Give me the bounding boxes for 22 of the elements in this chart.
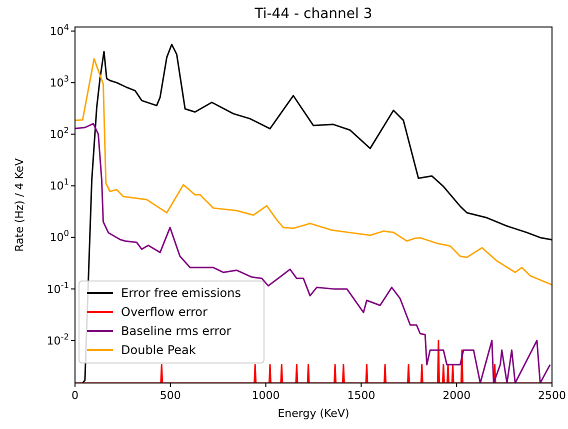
x-tick-label: 1500 bbox=[347, 389, 376, 402]
x-tick-label: 2000 bbox=[442, 389, 471, 402]
x-tick-label: 2500 bbox=[538, 389, 566, 402]
line-series bbox=[75, 58, 552, 286]
y-tick-label: 10$^{2}$ bbox=[50, 125, 69, 142]
y-tick-label: 10$^{3}$ bbox=[50, 74, 69, 90]
legend-label: Overflow error bbox=[121, 305, 208, 320]
x-tick-label: 0 bbox=[72, 389, 78, 402]
chart-title: Ti-44 - channel 3 bbox=[254, 6, 372, 22]
line-series bbox=[75, 122, 551, 383]
y-tick-label: 10$^{1}$ bbox=[50, 176, 69, 193]
legend-label: Double Peak bbox=[121, 343, 196, 358]
y-tick-label: 10$^{0}$ bbox=[50, 228, 69, 244]
y-axis-title: Rate (Hz) / 4 KeV bbox=[13, 158, 26, 252]
legend-label: Baseline rms error bbox=[121, 324, 232, 338]
legend-label: Error free emissions bbox=[121, 286, 241, 300]
y-tick-label: 10$^{4}$ bbox=[50, 22, 69, 38]
y-tick-label: 10$^{-2}$ bbox=[46, 331, 69, 348]
x-tick-label: 1000 bbox=[252, 389, 280, 402]
y-tick-label: 10$^{-1}$ bbox=[46, 280, 69, 296]
x-tick-label: 500 bbox=[160, 389, 181, 402]
x-axis-title: Energy (KeV) bbox=[278, 407, 350, 420]
